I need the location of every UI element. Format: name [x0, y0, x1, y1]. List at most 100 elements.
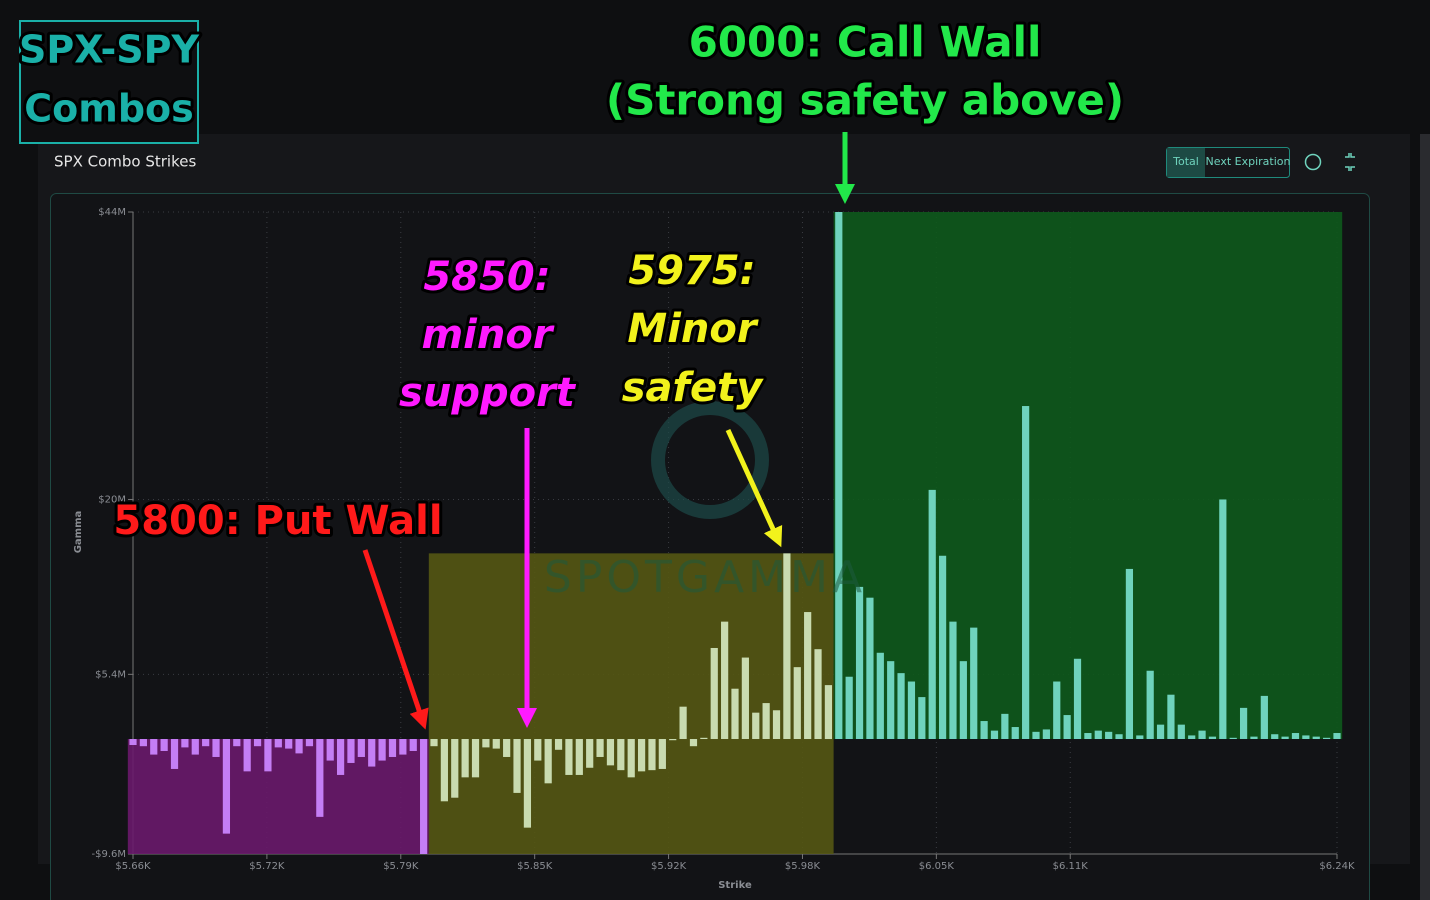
bar — [1177, 724, 1185, 740]
annotation: minor — [421, 312, 554, 358]
bar — [513, 739, 521, 793]
x-axis-label: Strike — [718, 880, 752, 891]
arrow — [362, 549, 429, 730]
bar — [430, 739, 438, 747]
plot: $44M $20M $5.4M -$9.6M$5.66K $5.72K $5.79K $5.… — [91, 207, 1355, 872]
button-next-expiration[interactable]: Next Expiration — [1206, 155, 1291, 168]
bar — [274, 739, 282, 748]
bar — [1105, 731, 1113, 740]
bar — [1302, 735, 1310, 740]
bar — [648, 739, 656, 771]
header-line: Combos — [24, 87, 194, 131]
bar — [139, 739, 147, 747]
button-total[interactable]: Total — [1172, 155, 1199, 168]
bar — [1219, 499, 1227, 740]
bar — [1312, 736, 1320, 740]
bar — [264, 739, 272, 772]
bar — [305, 739, 314, 747]
bar — [1073, 658, 1082, 740]
toggle[interactable] — [1166, 147, 1290, 178]
bar — [586, 739, 594, 768]
bar — [1239, 707, 1248, 740]
bar — [938, 555, 947, 740]
header-box — [19, 20, 199, 144]
scrollbar — [1420, 134, 1430, 900]
bar — [1136, 735, 1144, 740]
x-tick-label: $5.79K — [383, 861, 419, 872]
bar — [866, 597, 874, 740]
annotation: support — [399, 370, 577, 416]
bar — [897, 673, 905, 740]
x-tick-label: $6.11K — [1053, 861, 1089, 872]
info-icon[interactable] — [1304, 153, 1322, 171]
bar — [907, 681, 916, 740]
bar — [741, 657, 749, 740]
bar — [1032, 731, 1040, 740]
bar — [876, 652, 884, 740]
bar — [420, 739, 428, 854]
annotation: Minor — [627, 306, 758, 352]
toggle-active — [1167, 148, 1205, 177]
bar — [451, 739, 459, 798]
bar — [617, 739, 625, 771]
bar — [1323, 737, 1331, 740]
watermark: SPOTGAMMA — [544, 552, 866, 603]
bar — [503, 739, 511, 757]
bar — [160, 739, 168, 751]
bar — [970, 627, 978, 740]
bar — [721, 621, 729, 740]
watermark-logo — [651, 401, 769, 519]
bar — [212, 739, 220, 757]
annotations: 6000: Call Wall (Strong safety above) 58… — [110, 15, 1127, 730]
bar — [471, 739, 480, 778]
bar — [783, 553, 791, 740]
y-tick-label: $44M — [98, 207, 126, 218]
annotation: (Strong safety above) — [606, 76, 1124, 125]
bar — [1042, 729, 1050, 740]
bar — [679, 706, 687, 740]
bar — [409, 739, 417, 751]
bar — [492, 739, 500, 749]
x-tick-label: $5.66K — [115, 861, 151, 872]
bar — [150, 739, 158, 755]
bar — [1260, 695, 1268, 740]
collapse-icon[interactable] — [1345, 153, 1355, 171]
bar — [918, 697, 926, 740]
bar — [1198, 730, 1206, 740]
bar — [855, 586, 864, 740]
bar — [565, 739, 573, 775]
bar — [627, 739, 635, 778]
bar — [388, 739, 397, 757]
bar — [1115, 734, 1123, 740]
panel-title: SPX Combo Strikes — [54, 153, 196, 171]
bar — [949, 621, 957, 740]
bar — [1022, 406, 1030, 740]
bar — [202, 739, 210, 747]
bar — [1146, 670, 1154, 740]
bar — [575, 739, 583, 775]
bar — [368, 739, 376, 767]
bar — [990, 730, 999, 740]
bar — [1250, 736, 1258, 740]
bar — [378, 739, 386, 761]
annotation: 5850: — [423, 254, 550, 300]
bar — [1156, 724, 1165, 740]
zone — [833, 212, 1343, 740]
bar — [1229, 737, 1237, 740]
bar — [326, 739, 334, 761]
bar — [461, 739, 469, 778]
annotation: 5800: Put Wall — [113, 498, 442, 544]
bar — [295, 739, 303, 754]
bar — [710, 647, 718, 740]
bar — [762, 703, 770, 740]
bar — [336, 739, 345, 775]
bar — [181, 739, 189, 748]
arrow — [725, 428, 783, 548]
x-tick-label: $5.98K — [785, 861, 821, 872]
bar — [243, 739, 251, 772]
bar — [1291, 733, 1300, 740]
bar — [222, 739, 231, 834]
bar — [959, 661, 967, 740]
bar — [1001, 713, 1009, 740]
